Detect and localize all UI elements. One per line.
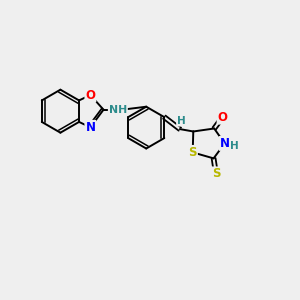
Text: O: O (218, 111, 228, 124)
Text: NH: NH (109, 105, 127, 115)
Text: S: S (188, 146, 197, 159)
Text: N: N (220, 137, 230, 150)
Text: N: N (85, 121, 95, 134)
Text: O: O (85, 88, 95, 102)
Text: H: H (230, 141, 239, 151)
Text: S: S (212, 167, 220, 180)
Text: H: H (177, 116, 186, 126)
